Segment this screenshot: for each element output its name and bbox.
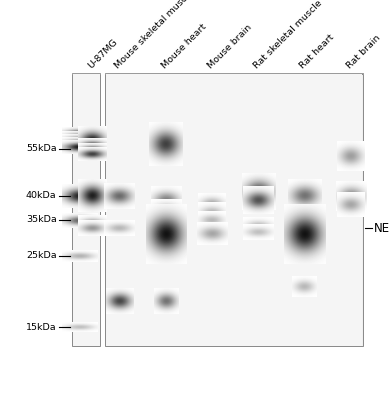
Bar <box>73 74 100 346</box>
Text: Rat brain: Rat brain <box>345 34 382 71</box>
Text: 15kDa: 15kDa <box>26 323 57 332</box>
Text: Mouse brain: Mouse brain <box>206 23 254 71</box>
Text: NEURL2: NEURL2 <box>374 222 390 234</box>
Text: 35kDa: 35kDa <box>26 216 57 224</box>
Text: Mouse heart: Mouse heart <box>160 22 208 71</box>
Bar <box>106 74 362 346</box>
Text: U-87MG: U-87MG <box>86 38 119 71</box>
Bar <box>105 74 363 346</box>
Text: 25kDa: 25kDa <box>26 252 57 260</box>
Text: 55kDa: 55kDa <box>26 144 57 153</box>
Text: Rat skeletal muscle: Rat skeletal muscle <box>252 0 324 71</box>
Text: Mouse skeletal muscle: Mouse skeletal muscle <box>113 0 196 71</box>
Text: 40kDa: 40kDa <box>26 192 57 200</box>
Bar <box>72 74 100 346</box>
Text: Rat heart: Rat heart <box>298 33 336 71</box>
